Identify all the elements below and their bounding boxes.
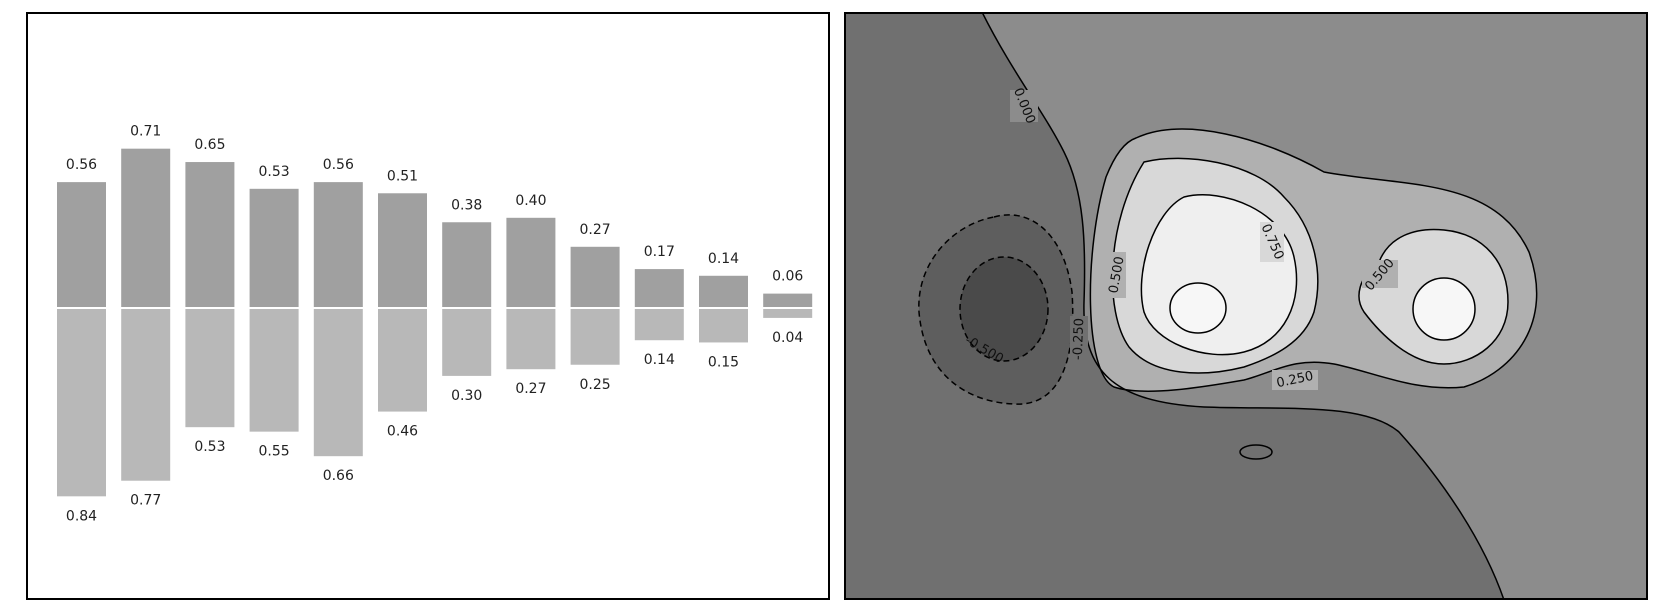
bar-lower-value-label: 0.14 (644, 352, 675, 368)
bar-lower-value-label: 0.04 (772, 330, 803, 346)
bar-upper-value-label: 0.17 (644, 244, 675, 260)
bar-upper-value-label: 0.40 (515, 193, 546, 209)
bar-chart-panel: 0.56 0.84 0.71 0.77 0.65 0.53 0.53 0.55 0.56 0.66… (26, 12, 830, 600)
contour-line-0.250 (1089, 128, 1538, 392)
contour-peak-left (1170, 283, 1226, 333)
contour-label-0.500-left: 0.500 (1106, 255, 1127, 294)
bar-upper-value-label: 0.71 (130, 124, 161, 140)
bar-lower-5 (313, 309, 363, 457)
contour-chart-panel: 0.000 -0.250 -0.500 0.500 0.750 0.500 0.… (844, 12, 1648, 600)
bar-lower-10 (634, 309, 684, 341)
bar-lower-value-label: 0.55 (259, 444, 290, 460)
bar-lower-12 (763, 309, 813, 318)
bar-lower-value-label: 0.77 (130, 493, 161, 509)
bar-lower-2 (121, 309, 171, 481)
bar-upper-12 (763, 293, 813, 307)
contour-peak-right (1413, 278, 1475, 340)
bar-upper-1 (57, 182, 106, 307)
contour-line-peak-left (1169, 282, 1227, 334)
bar-upper-9 (570, 246, 620, 307)
contour-chart-frame (844, 12, 1648, 600)
bar-upper-11 (699, 275, 748, 307)
bar-lower-6 (378, 309, 427, 412)
contour-line-small-loop (1239, 444, 1273, 460)
bar-upper-value-label: 0.65 (194, 137, 225, 153)
bar-upper-8 (506, 217, 556, 307)
contour-chart: 0.000 -0.250 -0.500 0.500 0.750 0.500 0.… (844, 12, 1648, 600)
bar-lower-value-label: 0.53 (194, 439, 225, 455)
bar-lower-8 (506, 309, 556, 370)
contour-label-bg-0.000 (1010, 90, 1038, 122)
bar-upper-value-label: 0.38 (451, 197, 482, 213)
bar-upper-2 (121, 148, 171, 307)
bar-lower-value-label: 0.27 (515, 381, 546, 397)
contour-label-bg-0.500-right (1362, 260, 1398, 288)
contour-line-neg-0.250 (918, 214, 1074, 405)
contour-label-bg-0.500-left (1108, 252, 1126, 298)
bar-lower-value-label: 0.30 (451, 388, 482, 404)
bar-lower-3 (185, 309, 235, 428)
contour-label-bg-0.750 (1260, 222, 1284, 262)
bar-lower-7 (442, 309, 492, 376)
contour-fill-neg-0.500 (960, 257, 1048, 361)
bar-upper-value-label: 0.51 (387, 168, 418, 184)
contour-line-0.500-right (1358, 228, 1509, 365)
bar-upper-6 (378, 193, 427, 307)
bar-lower-value-label: 0.15 (708, 354, 739, 370)
contour-line-neg-0.500 (959, 256, 1049, 362)
bar-upper-7 (442, 222, 492, 307)
bar-lower-4 (249, 309, 299, 432)
bar-lower-value-label: 0.46 (387, 424, 418, 440)
bar-upper-value-label: 0.27 (580, 222, 611, 238)
bar-upper-3 (185, 162, 235, 307)
contour-label-bg-neg-0.250 (1070, 316, 1088, 362)
contour-line-peak-right (1412, 277, 1476, 341)
contour-line-0.500-left (1111, 157, 1319, 374)
bar-lower-value-label: 0.84 (66, 508, 97, 524)
bar-upper-value-label: 0.53 (259, 164, 290, 180)
bar-upper-5 (313, 182, 363, 307)
bar-lower-value-label: 0.25 (580, 377, 611, 393)
bar-upper-value-label: 0.56 (323, 157, 354, 173)
bar-upper-value-label: 0.56 (66, 157, 97, 173)
bar-marks: 0.56 0.84 0.71 0.77 0.65 0.53 0.53 0.55 0.56 0.66… (57, 124, 813, 524)
contour-label-bg-0.250 (1272, 370, 1318, 390)
bar-lower-9 (570, 309, 620, 365)
contour-line-0.750 (1140, 194, 1298, 356)
bar-upper-10 (634, 269, 684, 307)
bar-chart: 0.56 0.84 0.71 0.77 0.65 0.53 0.53 0.55 0.56 0.66… (26, 12, 830, 600)
bar-lower-11 (699, 309, 748, 343)
bar-upper-4 (249, 188, 299, 307)
contour-label-neg-0.250: -0.250 (1071, 318, 1087, 360)
bar-upper-value-label: 0.06 (772, 269, 803, 285)
bar-upper-value-label: 0.14 (708, 251, 739, 267)
bar-lower-1 (57, 309, 106, 497)
bar-lower-value-label: 0.66 (323, 468, 354, 484)
